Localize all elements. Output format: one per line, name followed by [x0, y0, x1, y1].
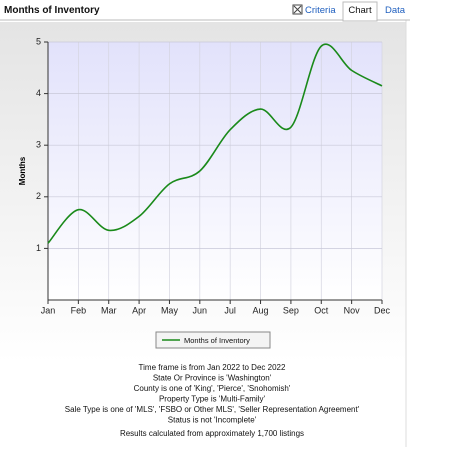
- x-tick-label: Nov: [344, 305, 361, 315]
- y-tick-label: 2: [36, 191, 41, 201]
- criteria-note: Time frame is from Jan 2022 to Dec 2022: [139, 363, 286, 372]
- x-tick-label: Feb: [71, 305, 87, 315]
- criteria-note: Property Type is 'Multi-Family': [159, 395, 266, 404]
- y-tick-label: 4: [36, 88, 41, 98]
- x-tick-label: Sep: [283, 305, 299, 315]
- criteria-note: County is one of 'King', 'Pierce', 'Snoh…: [134, 384, 291, 393]
- x-tick-label: Oct: [314, 305, 329, 315]
- legend: Months of Inventory: [155, 331, 271, 349]
- line-series: [47, 43, 383, 244]
- x-tick-label: Jul: [224, 305, 236, 315]
- x-tick-label: Jan: [41, 305, 56, 315]
- tab-criteria[interactable]: Criteria: [305, 5, 336, 16]
- criteria-note: Status is not 'Incomplete': [168, 416, 257, 425]
- x-tick-label: Aug: [253, 305, 269, 315]
- criteria-note: Results calculated from approximately 1,…: [120, 429, 304, 438]
- header-title: Months of Inventory: [4, 5, 100, 16]
- criteria-note: State Or Province is 'Washington': [153, 374, 272, 383]
- y-tick-label: 1: [36, 243, 41, 253]
- y-tick-label: 3: [36, 140, 41, 150]
- legend-box: [155, 331, 271, 349]
- icon-box: [292, 4, 303, 15]
- x-tick-label: May: [161, 305, 179, 315]
- tab-chart-box[interactable]: [342, 1, 378, 22]
- criteria-icon[interactable]: [292, 4, 303, 15]
- x-tick-label: Mar: [101, 305, 117, 315]
- y-tick-label: 5: [36, 36, 41, 46]
- tab-chart[interactable]: Chart: [348, 5, 372, 16]
- tab-data[interactable]: Data: [385, 5, 406, 16]
- x-tick-label: Dec: [374, 305, 391, 315]
- icon-cross: [293, 5, 302, 14]
- x-tick-label: Apr: [132, 305, 146, 315]
- criteria-note: Sale Type is one of 'MLS', 'FSBO or Othe…: [65, 405, 360, 414]
- legend-label: Months of Inventory: [184, 336, 250, 345]
- plot-area: [48, 42, 382, 300]
- x-tick-label: Jun: [193, 305, 208, 315]
- y-axis-label: Months: [18, 156, 27, 185]
